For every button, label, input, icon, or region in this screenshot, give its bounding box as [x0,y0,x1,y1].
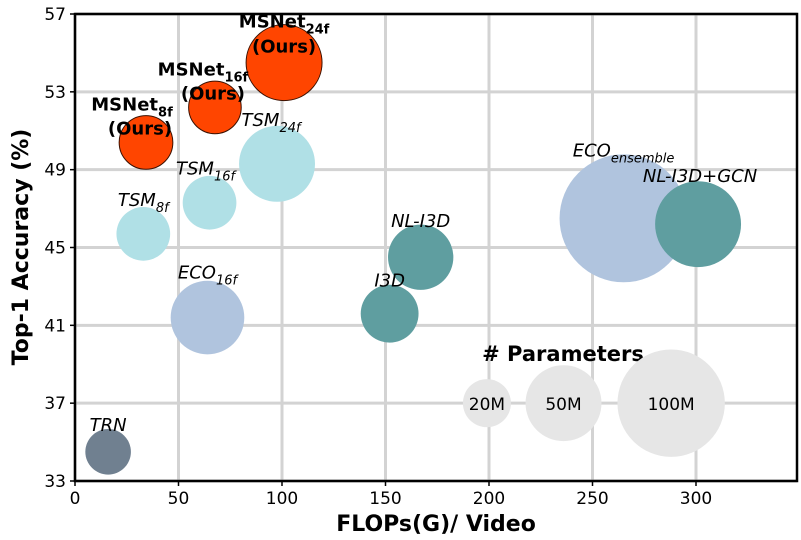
bubble-labels: ECOensembleNL-I3D+GCNNL-I3DI3DECO16fTRNT… [90,12,758,436]
bubble-label-subscript: ensemble [611,151,675,166]
bubble-label-subscript: 16f [214,170,238,185]
bubble-label-subscript: 24f [279,121,303,136]
x-tick-label: 100 [266,489,298,509]
bubble-label: I3D [374,271,405,292]
x-tick-label: 50 [168,489,190,509]
bubble-label-name: TRN [90,415,127,436]
bubble-label-name: I3D [374,271,405,292]
bubble-label-name: TSM [118,190,156,211]
bubble-label: MSNet8f [91,94,173,120]
y-tick-label: 53 [44,83,66,103]
y-tick-label: 45 [44,239,66,259]
bubble-label: MSNet24f [239,12,330,38]
bubble-label-name: TSM [241,110,279,131]
bubble-label-name: MSNet [158,59,225,80]
bubble-label-name: MSNet [91,94,158,115]
bubble-tsm-24f [239,125,316,202]
bubble-label-note: (Ours) [252,37,316,58]
bubble-i3d [360,284,419,343]
bubble-label-subscript: 16f [224,70,248,85]
y-tick-label: 41 [44,316,66,336]
y-tick-label: 57 [44,5,66,25]
legend-bubble [525,365,602,442]
bubble-tsm-16f [182,175,237,230]
x-axis-label: FLOPs(G)/ Video [336,512,536,537]
bubble-msnet-16f [188,80,242,135]
bubble-label-name: TSM [176,159,214,180]
bubble-label-subscript: 16f [216,274,240,289]
legend-bubble [462,379,511,428]
x-tick-label: 0 [70,489,81,509]
bubble-label-subscript: 8f [156,201,171,216]
bubble-nl-i3d [388,224,454,290]
bubble-label-name: MSNet [239,12,306,33]
bubble-label: NL-I3D [391,211,450,232]
bubble-nl-i3d+gcn [655,181,742,268]
x-tick-label: 250 [576,489,608,509]
bubble-label-name: NL-I3D [391,211,450,232]
bubble-label: ECOensemble [573,140,675,166]
bubble-label-name: ECO [573,140,611,161]
legend-label: 20M [469,395,505,415]
bubble-label: TSM16f [176,159,237,185]
ticks: 0 50 100 150 200 250 300 33 37 41 45 49 53 57 [44,5,712,509]
bubble-label: TSM8f [118,190,171,216]
bubble-label: TSM24f [241,110,302,136]
y-tick-label: 49 [44,161,66,181]
y-tick-label: 33 [44,472,66,492]
x-tick-label: 200 [473,489,505,509]
bubbles [85,24,742,475]
y-axis-label: Top-1 Accuracy (%) [9,129,34,366]
bubble-msnet-8f [118,115,174,170]
x-tick-label: 150 [369,489,401,509]
bubble-label-name: ECO [178,263,216,284]
legend-label: 100M [648,395,695,415]
bubble-eco-ensemble [559,154,688,283]
bubble-label: NL-I3D+GCN [643,166,757,187]
legend-label: 50M [545,395,581,415]
y-tick-label: 37 [44,394,66,414]
bubble-label: ECO16f [178,263,240,289]
x-tick-label: 300 [680,489,712,509]
bubble-label-subscript: 8f [158,105,173,120]
bubble-label-note: (Ours) [108,118,172,139]
legend-title: # Parameters [482,342,644,366]
bubble-label: TRN [90,415,127,436]
size-legend: # Parameters 20M 50M 100M [462,342,725,457]
legend-bubble [617,349,725,457]
bubble-label-note: (Ours) [181,83,245,104]
bubble-trn [85,429,131,475]
bubble-eco-16f [170,280,245,355]
bubble-msnet-24f [245,24,323,102]
bubble-label-name: NL-I3D+GCN [643,166,757,187]
bubble-tsm-8f [116,207,171,261]
bubble-label-subscript: 24f [306,23,330,38]
bubble-label: MSNet16f [158,59,249,85]
